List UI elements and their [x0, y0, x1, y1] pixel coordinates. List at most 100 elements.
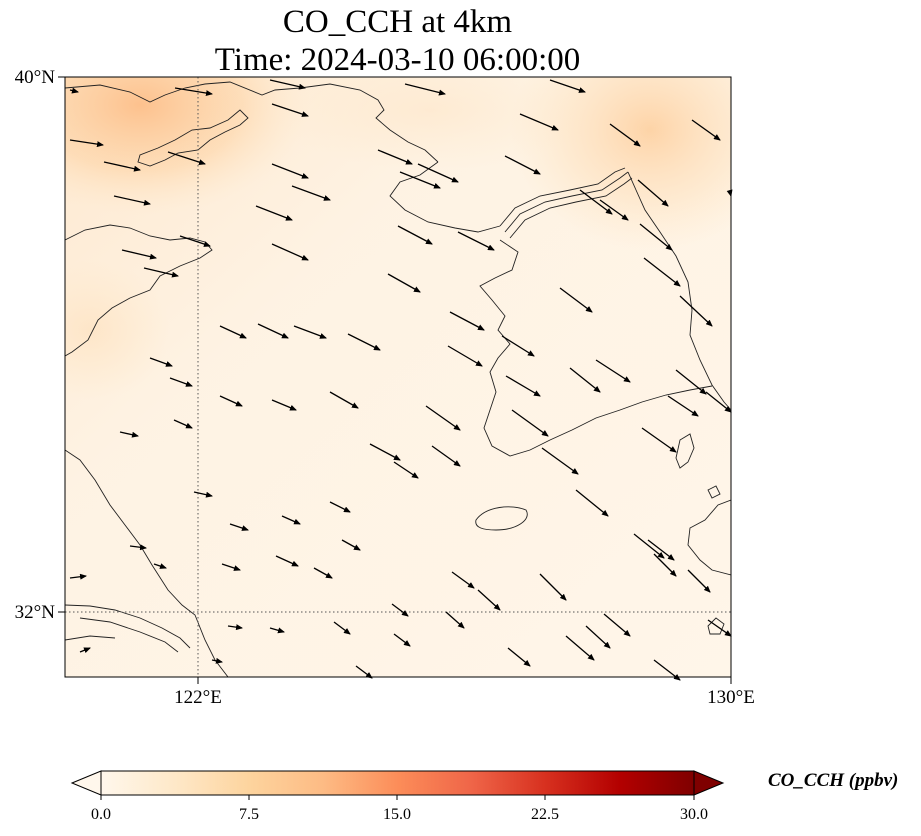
- wind-arrow: [585, 625, 611, 649]
- wind-arrow: [569, 367, 601, 393]
- wind-arrow: [281, 515, 301, 525]
- colorbar-gradient: [100, 770, 695, 796]
- wind-arrow: [549, 79, 586, 93]
- wind-arrow: [173, 419, 193, 429]
- wind-arrow: [565, 635, 595, 661]
- wind-arrow: [269, 79, 306, 90]
- wind-arrow: [641, 427, 677, 453]
- colorbar-extend-max: [693, 770, 725, 796]
- wind-arrow: [275, 555, 299, 567]
- wind-arrow: [653, 553, 677, 577]
- wind-arrow: [313, 567, 333, 579]
- colorbar-tick-label: 15.0: [383, 806, 411, 823]
- wind-arrow: [679, 295, 713, 327]
- wind-arrow: [504, 155, 541, 175]
- wind-arrow: [457, 231, 495, 251]
- wind-arrow: [449, 311, 485, 331]
- wind-arrow: [174, 87, 213, 97]
- wind-arrow: [271, 243, 309, 261]
- wind-arrow: [255, 205, 293, 221]
- map-title-line2: Time: 2024-03-10 06:00:00: [214, 42, 581, 78]
- wind-arrow: [393, 633, 411, 647]
- colorbar-tick-label: 22.5: [531, 806, 559, 823]
- wind-arrow: [355, 665, 373, 679]
- wind-arrow: [341, 539, 361, 551]
- wind-vectors: [69, 79, 733, 681]
- wind-arrow: [397, 225, 433, 245]
- lat-label-40n: 40°N: [15, 67, 56, 88]
- wind-arrow: [609, 123, 641, 147]
- wind-arrow: [347, 333, 381, 351]
- wind-arrow: [113, 195, 151, 206]
- wind-arrow: [69, 87, 79, 94]
- wind-arrow: [639, 223, 673, 251]
- wind-arrow: [705, 391, 732, 413]
- wind-arrow: [103, 161, 141, 172]
- wind-arrow: [121, 249, 157, 260]
- wind-arrow: [293, 325, 327, 339]
- colorbar-label: CO_CCH (ppbv): [768, 770, 899, 791]
- wind-arrow: [431, 445, 461, 467]
- co-field: [65, 77, 731, 677]
- colorbar-extend-min: [70, 770, 102, 796]
- wind-arrow: [595, 359, 631, 383]
- map-frame: [64, 76, 732, 678]
- wind-arrow: [329, 501, 351, 513]
- wind-arrow: [391, 603, 409, 617]
- wind-arrow: [451, 571, 475, 589]
- wind-arrow: [69, 573, 87, 580]
- wind-arrow: [387, 273, 421, 293]
- wind-arrow: [519, 113, 559, 131]
- wind-arrow: [221, 563, 241, 571]
- wind-arrow: [541, 447, 579, 475]
- colorbar-tick-label: 0.0: [91, 806, 111, 823]
- wind-arrow: [79, 647, 91, 654]
- colorbar-ticks: [100, 795, 695, 800]
- wind-arrow: [269, 627, 285, 634]
- wind-arrow: [169, 377, 193, 387]
- wind-arrow: [291, 185, 331, 201]
- wind-arrow: [404, 83, 446, 96]
- wind-arrow: [445, 611, 465, 629]
- wind-arrow: [637, 179, 669, 207]
- wind-arrow: [539, 573, 567, 601]
- gridlines: [65, 77, 731, 677]
- wind-arrow: [143, 267, 179, 278]
- wind-arrow: [633, 533, 665, 559]
- wind-arrow: [647, 539, 675, 561]
- wind-arrow: [447, 345, 483, 367]
- wind-arrow: [333, 621, 351, 635]
- colorbar-tick-label: 7.5: [239, 806, 259, 823]
- wind-arrow: [271, 163, 309, 179]
- wind-arrow: [599, 199, 629, 221]
- wind-arrow: [229, 523, 249, 531]
- wind-arrow: [501, 335, 535, 357]
- wind-arrow: [643, 257, 681, 287]
- wind-arrow: [369, 443, 401, 461]
- wind-arrow: [219, 395, 243, 407]
- wind-arrow: [167, 151, 206, 166]
- map-title-line1: CO_CCH at 4km: [282, 4, 513, 40]
- wind-arrow: [271, 399, 297, 411]
- wind-arrow: [219, 325, 247, 339]
- wind-arrow: [579, 189, 613, 215]
- wind-arrow: [477, 589, 501, 611]
- wind-arrow: [271, 103, 309, 117]
- wind-arrow: [329, 391, 359, 409]
- wind-arrow: [211, 657, 223, 664]
- wind-arrow: [129, 544, 147, 551]
- wind-arrow: [575, 489, 609, 517]
- axis-ticks: [58, 76, 732, 684]
- wind-arrow: [153, 563, 167, 569]
- wind-arrow: [687, 569, 711, 593]
- wind-arrow: [603, 613, 631, 637]
- wind-arrow: [507, 647, 531, 667]
- wind-arrow: [417, 163, 459, 183]
- lon-label-130e: 130°E: [707, 687, 755, 708]
- wind-arrow: [179, 235, 211, 247]
- wind-arrow: [559, 287, 593, 313]
- wind-arrow: [667, 395, 699, 417]
- wind-arrow: [511, 409, 549, 437]
